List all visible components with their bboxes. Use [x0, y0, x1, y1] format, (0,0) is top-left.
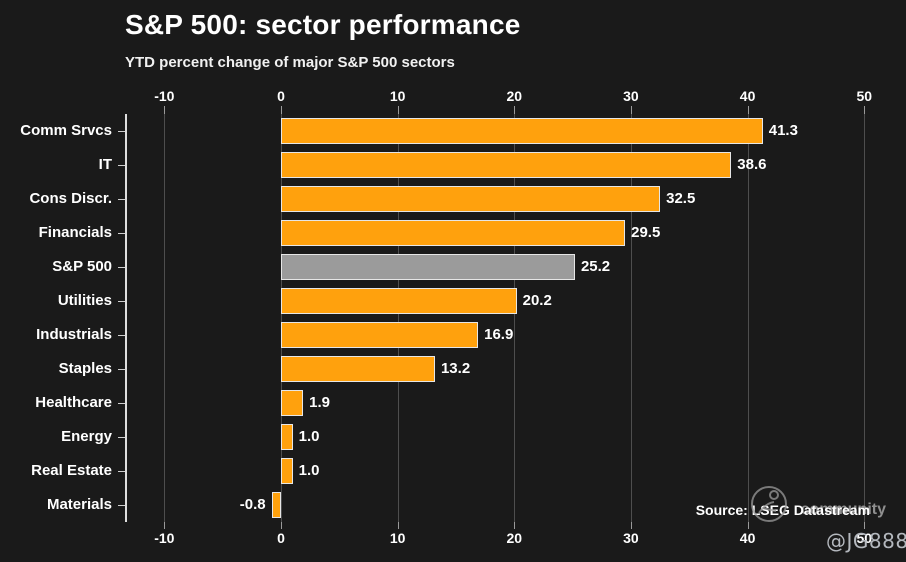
value-label: 1.9: [309, 394, 331, 411]
x-tick-mark-top: [164, 106, 166, 114]
category-label: Utilities: [57, 292, 112, 309]
x-tick-mark-top: [397, 106, 399, 114]
x-tick-mark-top: [281, 106, 282, 114]
y-tick-mark: [118, 437, 125, 438]
value-label: 16.9: [484, 326, 514, 343]
category-label: S&P 500: [52, 258, 112, 275]
y-tick-mark: [118, 233, 125, 234]
x-tick-label-top: 50: [856, 88, 873, 104]
watermark-logo-icon: [748, 483, 790, 530]
bar: [281, 254, 575, 280]
value-label: 13.2: [440, 360, 471, 377]
x-tick-label-bottom: 30: [623, 530, 639, 546]
bar: [271, 492, 281, 518]
x-tick-label-bottom: 0: [277, 530, 285, 546]
x-tick-mark-top: [864, 106, 866, 114]
watermark-handle: @JG888: [826, 529, 906, 553]
grid-line: [281, 114, 282, 522]
x-tick-mark-top: [630, 106, 632, 114]
x-tick-mark-bottom: [630, 522, 632, 529]
y-tick-mark: [118, 369, 125, 370]
grid-line: [630, 114, 632, 522]
y-axis-line: [125, 114, 127, 522]
bar: [281, 152, 732, 178]
x-tick-label-top: 20: [506, 88, 523, 104]
value-label: 25.2: [580, 258, 611, 275]
x-tick-mark-bottom: [514, 522, 516, 529]
x-tick-label-bottom: 10: [389, 530, 406, 546]
value-label: 1.0: [298, 428, 320, 445]
bar: [281, 288, 517, 314]
category-label: Materials: [46, 496, 112, 513]
value-label: 41.3: [768, 122, 798, 139]
x-tick-mark-bottom: [864, 522, 866, 529]
grid-line: [514, 114, 516, 522]
x-tick-mark-bottom: [281, 522, 282, 529]
y-tick-mark: [118, 301, 125, 302]
grid-line: [864, 114, 866, 522]
bar: [281, 390, 304, 416]
category-label: Financials: [38, 224, 112, 241]
category-label: IT: [98, 156, 112, 173]
category-label: Real Estate: [31, 462, 112, 479]
y-tick-mark: [118, 471, 125, 472]
value-label: 32.5: [666, 190, 696, 207]
watermark-text: community: [800, 501, 886, 518]
chart-subtitle: YTD percent change of major S&P 500 sect…: [125, 54, 455, 71]
x-tick-label-bottom: -10: [154, 530, 175, 546]
x-tick-mark-top: [514, 106, 516, 114]
category-label: Cons Discr.: [29, 190, 112, 207]
bar: [281, 458, 293, 484]
y-tick-mark: [118, 267, 125, 268]
category-label: Staples: [58, 360, 112, 377]
bar: [281, 118, 763, 144]
x-tick-mark-top: [747, 106, 749, 114]
x-tick-mark-bottom: [164, 522, 166, 529]
value-label: 38.6: [737, 156, 767, 173]
y-tick-mark: [118, 131, 125, 132]
grid-line: [747, 114, 749, 522]
x-tick-label-bottom: 40: [739, 530, 756, 546]
bar: [281, 356, 435, 382]
y-tick-mark: [118, 199, 125, 200]
category-label: Industrials: [36, 326, 112, 343]
bar: [281, 322, 479, 348]
y-tick-mark: [118, 165, 125, 166]
y-tick-mark: [118, 403, 125, 404]
value-label: -0.8: [239, 496, 266, 513]
y-tick-mark: [118, 505, 125, 506]
bar: [281, 186, 661, 212]
value-label: 29.5: [631, 224, 661, 241]
category-label: Healthcare: [35, 394, 112, 411]
bar: [281, 220, 626, 246]
y-tick-mark: [118, 335, 125, 336]
x-tick-label-top: 30: [623, 88, 639, 104]
x-tick-mark-bottom: [747, 522, 749, 529]
x-tick-label-bottom: 20: [506, 530, 523, 546]
value-label: 1.0: [298, 462, 320, 479]
x-tick-label-top: 40: [739, 88, 756, 104]
x-tick-label-top: -10: [154, 88, 175, 104]
x-tick-label-top: 0: [277, 88, 285, 104]
value-label: 20.2: [522, 292, 552, 309]
grid-line: [397, 114, 399, 522]
x-tick-label-bottom: 50: [856, 530, 873, 546]
grid-line: [164, 114, 166, 522]
source-label: Source: LSEG Datastream: [695, 502, 870, 518]
x-tick-label-top: 10: [389, 88, 406, 104]
chart-title: S&P 500: sector performance: [125, 9, 521, 40]
category-label: Energy: [61, 428, 112, 445]
category-label: Comm Srvcs: [20, 122, 112, 139]
x-tick-mark-bottom: [397, 522, 399, 529]
bar: [281, 424, 293, 450]
